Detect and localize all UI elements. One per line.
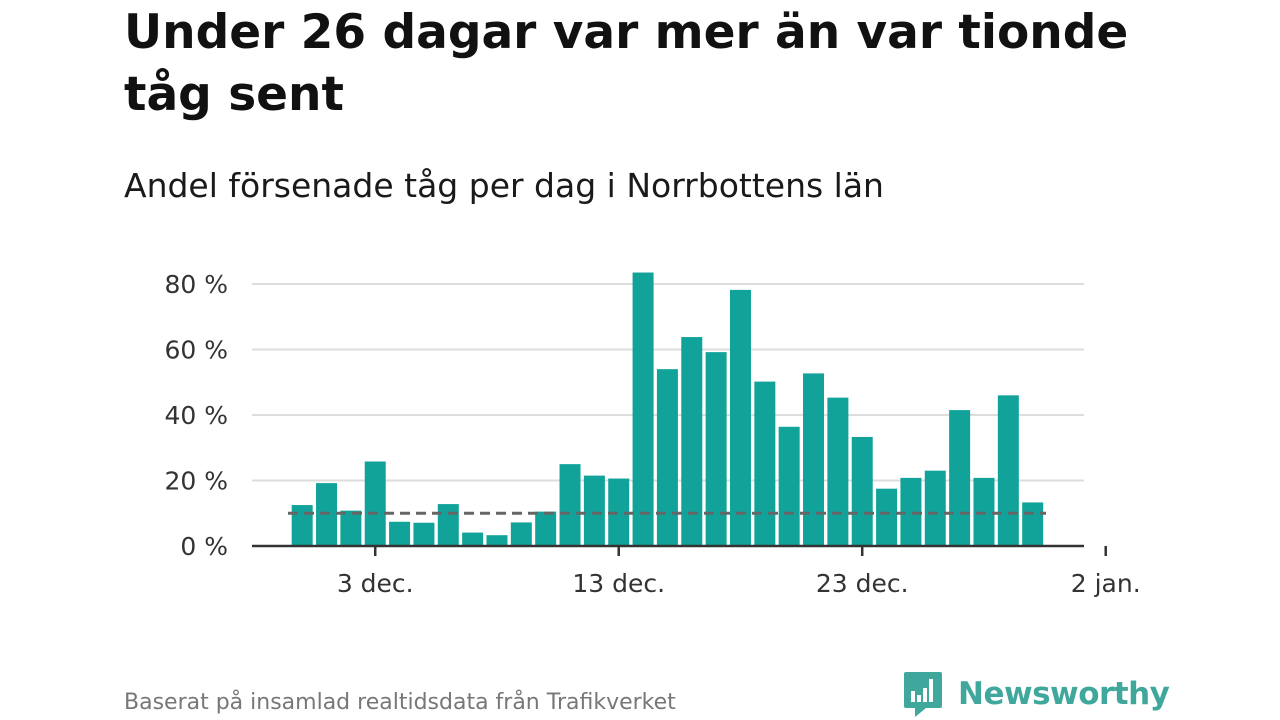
- brand-name: Newsworthy: [958, 676, 1170, 712]
- y-tick-label: 60 %: [164, 336, 228, 365]
- bar: [291, 505, 313, 546]
- bar: [486, 535, 508, 546]
- bar: [997, 395, 1019, 546]
- bar: [851, 436, 873, 546]
- source-note: Baserat på insamlad realtidsdata från Tr…: [124, 690, 676, 715]
- bars: [291, 272, 1044, 547]
- bar: [510, 522, 532, 546]
- bar: [340, 510, 362, 546]
- bar: [949, 410, 971, 546]
- bar: [705, 352, 727, 546]
- x-tick-label: 2 jan.: [1071, 569, 1141, 598]
- bar: [729, 289, 751, 546]
- newsworthy-logo-icon: [904, 672, 942, 717]
- bar: [608, 478, 630, 546]
- bar: [535, 511, 557, 546]
- x-tick-label: 13 dec.: [572, 569, 665, 598]
- y-tick-label: 20 %: [164, 467, 228, 496]
- bar: [413, 522, 435, 546]
- bar: [583, 475, 605, 546]
- y-tick-label: 0 %: [180, 532, 228, 561]
- bar: [924, 470, 946, 546]
- bar: [876, 488, 898, 546]
- chart-title: Under 26 dagar var mer än var tionde tåg…: [124, 5, 1129, 122]
- bar-chart: 0 % 20 % 40 % 60 % 80 % 3 dec. 13 dec. 23 dec.…: [164, 270, 1141, 598]
- y-axis-tick-labels: 0 % 20 % 40 % 60 % 80 %: [164, 270, 228, 561]
- bar: [778, 426, 800, 546]
- bar: [754, 381, 776, 546]
- bar: [462, 532, 484, 546]
- bar: [1022, 502, 1044, 546]
- bar: [656, 369, 678, 546]
- bar: [632, 272, 654, 546]
- chart-subtitle: Andel försenade tåg per dag i Norrbotten…: [124, 166, 884, 205]
- y-tick-label: 40 %: [164, 401, 228, 430]
- bar: [389, 521, 411, 546]
- bar: [364, 461, 386, 546]
- y-tick-label: 80 %: [164, 270, 228, 299]
- x-tick-label: 3 dec.: [337, 569, 414, 598]
- bar: [559, 464, 581, 547]
- brand: Newsworthy: [902, 670, 1170, 718]
- x-tick-label: 23 dec.: [816, 569, 909, 598]
- x-axis-ticks: 3 dec. 13 dec. 23 dec. 2 jan.: [337, 546, 1141, 598]
- bar: [803, 373, 825, 546]
- bar: [900, 477, 922, 546]
- bar: [827, 397, 849, 546]
- bar: [681, 337, 703, 546]
- bar: [437, 504, 459, 546]
